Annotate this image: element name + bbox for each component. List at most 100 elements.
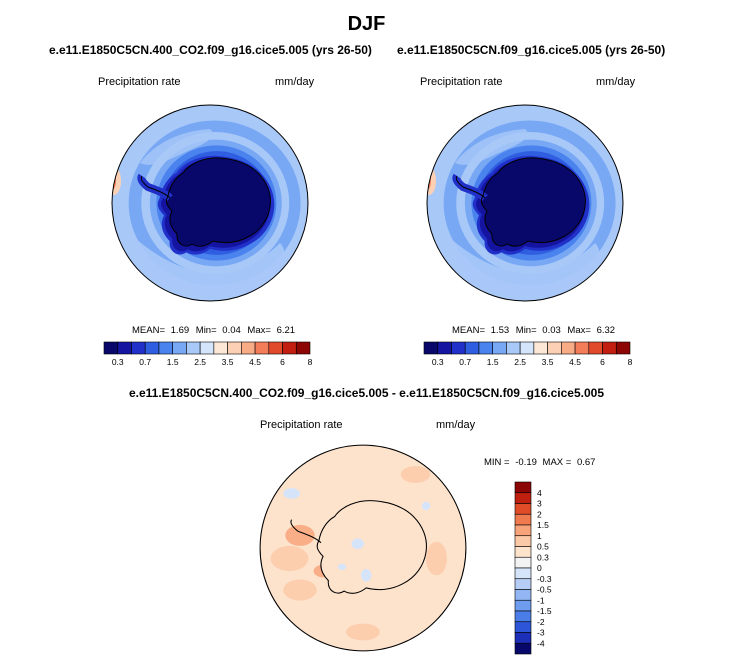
colorbar-swatch	[514, 513, 532, 526]
colorbar-tick-label: 8	[628, 357, 633, 367]
colorbar-swatch	[295, 341, 311, 355]
antarctic-interior	[317, 500, 427, 594]
diff-positive-patch	[270, 545, 309, 572]
precip-outer-patch	[455, 129, 528, 165]
diff-negative-patch	[283, 488, 300, 499]
colorbar-tick-label: 1	[537, 531, 542, 541]
colorbar-tick-label: 2.5	[514, 357, 526, 367]
colorbar-tick-label: 2.5	[194, 357, 206, 367]
coastline	[316, 500, 427, 594]
colorbar-swatch	[451, 341, 466, 355]
diff-max-value: 0.67	[576, 457, 596, 468]
diff-positive-patch	[283, 579, 317, 601]
panel-1-units-label: mm/day	[275, 76, 315, 88]
diff-negative-patch	[351, 538, 365, 550]
colorbar-tick-label: 4.5	[569, 357, 581, 367]
peninsula-coastline	[455, 175, 486, 199]
colorbar-tick-label: 1.5	[167, 357, 179, 367]
colorbar-swatch	[514, 632, 532, 644]
colorbar-swatch	[144, 341, 160, 355]
coastline	[480, 157, 586, 247]
colorbar-tick-label: 0.3	[537, 552, 549, 562]
colorbar-swatch	[514, 503, 532, 515]
diff-positive-patch	[400, 466, 431, 483]
antarctic-interior	[166, 157, 271, 247]
colorbar-tick-label: 6	[600, 357, 605, 367]
colorbar-tick-label: -3	[537, 628, 545, 638]
colorbar-swatch	[588, 341, 603, 355]
colorbar-tick-label: 2	[537, 509, 542, 519]
diff-min-value: -0.19	[515, 457, 537, 468]
panel-1-variable-label: Precipitation rate	[98, 76, 181, 88]
panel-2-polar-map	[426, 104, 624, 302]
panel-2-max-label: Max=	[567, 325, 591, 336]
colorbar-tick-label: -1.5	[537, 606, 552, 616]
panel-1-stats: MEAN= 1.69 Min= 0.04 Max= 6.21	[132, 325, 295, 336]
panel-2-units-label: mm/day	[596, 76, 636, 88]
panel-2-min-label: Min=	[515, 325, 537, 336]
panel-1-max-value: 6.21	[276, 325, 296, 336]
panel-1-mean-label: MEAN=	[132, 325, 165, 336]
colorbar-tick-label: 0.3	[432, 357, 444, 367]
panel-2-colorbar: 0.3 0.7 1.5 2.5 3.5 4.5 6 8	[423, 341, 633, 367]
panel-2-mean-label: MEAN=	[452, 325, 485, 336]
colorbar-swatch	[514, 567, 532, 580]
colorbar-swatch	[561, 341, 576, 355]
colorbar-swatch	[103, 341, 119, 355]
colorbar-tick-label: 0.7	[459, 357, 471, 367]
colorbar-swatch	[514, 578, 532, 590]
colorbar-swatch	[514, 589, 532, 601]
panel-2-mean-value: 1.53	[490, 325, 510, 336]
diff-negative-patch	[337, 563, 347, 571]
panel-2-min-value: 0.03	[542, 325, 561, 336]
colorbar-swatch	[547, 341, 562, 355]
colorbar-tick-label: -4	[537, 638, 545, 648]
diff-max-label: MAX =	[542, 457, 572, 468]
colorbar-tick-label: 3.5	[222, 357, 234, 367]
colorbar-swatch	[514, 642, 532, 655]
colorbar-tick-label: -1	[537, 595, 545, 605]
diff-positive-patch	[346, 623, 380, 641]
colorbar-tick-label: 3.5	[542, 357, 554, 367]
figure-title: DJF	[347, 13, 386, 35]
colorbar-swatch	[158, 341, 173, 355]
diff-min-label: MIN =	[484, 457, 510, 468]
precip-outer-patch	[445, 233, 600, 298]
colorbar-swatch	[602, 341, 617, 355]
colorbar-swatch	[268, 341, 283, 355]
colorbar-swatch	[514, 546, 532, 558]
panel-1-title: e.e11.E1850C5CN.400_CO2.f09_g16.cice5.00…	[49, 43, 372, 57]
colorbar-swatch	[254, 341, 270, 355]
colorbar-tick-label: 8	[308, 357, 313, 367]
panel-1-min-value: 0.04	[222, 325, 241, 336]
colorbar-swatch	[514, 481, 532, 494]
colorbar-tick-label: 0	[537, 563, 542, 573]
colorbar-swatch	[574, 341, 590, 355]
colorbar-swatch	[514, 556, 532, 569]
map-border	[259, 444, 467, 652]
panel-1-polar-map	[111, 104, 309, 302]
panel-2-variable-label: Precipitation rate	[420, 76, 503, 88]
panel-2-stats: MEAN= 1.53 Min= 0.03 Max= 6.32	[452, 325, 615, 336]
colorbar-swatch	[514, 610, 532, 623]
colorbar-swatch	[423, 341, 439, 355]
colorbar-swatch	[464, 341, 480, 355]
colorbar-swatch	[117, 341, 132, 355]
panel-1-min-label: Min=	[195, 325, 217, 336]
precip-outer-patch	[130, 233, 285, 298]
colorbar-tick-label: 3	[537, 499, 542, 509]
colorbar-swatch	[615, 341, 631, 355]
antarctic-interior	[481, 157, 586, 247]
diff-negative-patch	[421, 501, 431, 511]
colorbar-swatch	[199, 341, 215, 355]
diff-positive-patch	[426, 541, 447, 576]
colorbar-swatch	[492, 341, 507, 355]
colorbar-swatch	[514, 599, 532, 612]
colorbar-tick-label: 0.7	[139, 357, 151, 367]
colorbar-swatch	[533, 341, 548, 355]
colorbar-swatch	[227, 341, 242, 355]
panel-1-colorbar: 0.3 0.7 1.5 2.5 3.5 4.5 6 8	[103, 341, 313, 367]
panel-1-max-label: Max=	[247, 325, 271, 336]
map-border	[426, 104, 624, 302]
colorbar-tick-label: 1.5	[487, 357, 499, 367]
